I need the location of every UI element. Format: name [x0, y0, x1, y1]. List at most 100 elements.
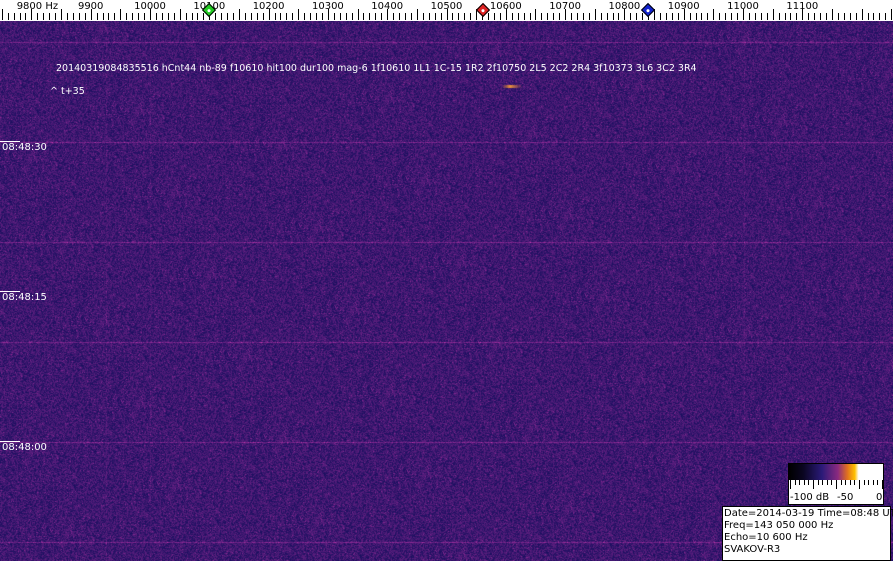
axis-tick: [85, 13, 86, 20]
axis-tick: [162, 13, 163, 20]
axis-tick: [292, 13, 293, 20]
axis-tick: [114, 13, 115, 20]
axis-tick: [832, 9, 833, 20]
axis-tick: [607, 13, 608, 20]
axis-tick: [340, 13, 341, 20]
axis-tick-label: 10400: [371, 1, 404, 12]
axis-tick: [755, 13, 756, 20]
color-scale-legend: -100 dB -50 0: [788, 463, 884, 505]
axis-tick: [363, 13, 364, 20]
time-marker-line: [0, 291, 20, 292]
axis-tick: [168, 13, 169, 20]
scale-tick: [822, 480, 824, 485]
axis-tick: [156, 13, 157, 20]
scale-tick: [794, 480, 796, 485]
scale-tick: [859, 480, 860, 489]
axis-tick: [743, 9, 744, 20]
axis-tick: [55, 13, 56, 20]
scale-tick: [845, 480, 847, 485]
axis-tick: [263, 13, 264, 20]
axis-tick: [838, 13, 839, 20]
axis-tick: [547, 13, 548, 20]
axis-tick: [275, 13, 276, 20]
axis-tick: [624, 9, 625, 20]
axis-tick: [334, 13, 335, 20]
axis-tick: [435, 13, 436, 20]
scale-label-min: -100 dB: [790, 492, 830, 503]
axis-tick: [103, 13, 104, 20]
axis-tick: [785, 13, 786, 20]
axis-tick: [666, 13, 667, 20]
axis-tick: [767, 13, 768, 20]
date-time-text: Date=2014-03-19 Time=08:48 UTC: [724, 508, 893, 519]
axis-tick: [37, 13, 38, 20]
axis-tick: [144, 13, 145, 20]
axis-tick: [773, 9, 774, 20]
axis-tick: [737, 13, 738, 20]
axis-tick-label: 11000: [727, 1, 759, 12]
axis-tick: [844, 13, 845, 20]
scale-tick: [826, 480, 828, 485]
axis-tick: [464, 13, 465, 20]
scale-tick: [872, 480, 874, 485]
axis-tick: [458, 13, 459, 20]
axis-tick: [31, 9, 32, 20]
axis-tick: [630, 13, 631, 20]
axis-tick: [192, 13, 193, 20]
axis-tick: [731, 13, 732, 20]
scale-tick: [840, 480, 842, 485]
axis-tick: [227, 13, 228, 20]
axis-tick: [826, 13, 827, 20]
axis-tick: [215, 13, 216, 20]
axis-tick-label: 10900: [667, 1, 700, 12]
time-label: 08:48:15: [2, 292, 47, 303]
axis-tick-label: 10500: [430, 1, 463, 12]
time-label: 08:48:30: [2, 142, 47, 153]
axis-tick: [535, 9, 536, 20]
axis-tick: [286, 13, 287, 20]
axis-tick: [690, 13, 691, 20]
scale-tick: [863, 480, 865, 485]
axis-tick: [553, 13, 554, 20]
time-offset-text: ^ t+35: [50, 86, 85, 97]
axis-tick: [613, 13, 614, 20]
axis-tick: [174, 13, 175, 20]
axis-tick: [512, 13, 513, 20]
axis-tick-label: 10600: [489, 1, 522, 12]
axis-tick: [381, 13, 382, 20]
axis-tick: [488, 13, 489, 20]
axis-tick: [470, 13, 471, 20]
axis-tick: [25, 13, 26, 20]
axis-tick: [352, 13, 353, 20]
axis-tick: [328, 9, 329, 20]
scale-tick: [817, 480, 819, 485]
axis-tick: [678, 13, 679, 20]
axis-tick: [8, 13, 9, 20]
scale-tick: [877, 480, 879, 485]
axis-tick: [239, 9, 240, 20]
axis-tick: [61, 9, 62, 20]
axis-tick: [696, 13, 697, 20]
axis-tick: [820, 13, 821, 20]
axis-tick: [2, 9, 3, 20]
axis-tick: [393, 13, 394, 20]
scale-tick: [868, 480, 870, 485]
axis-tick: [790, 13, 791, 20]
axis-tick: [583, 13, 584, 20]
axis-tick: [524, 13, 525, 20]
axis-tick: [618, 13, 619, 20]
scale-label-max: 0: [876, 492, 883, 503]
axis-tick: [257, 13, 258, 20]
axis-tick: [14, 13, 15, 20]
time-marker-line: [0, 141, 20, 142]
axis-tick: [601, 13, 602, 20]
axis-tick: [49, 13, 50, 20]
station-name: SVAKOV-R3: [724, 544, 781, 555]
axis-tick: [233, 13, 234, 20]
axis-tick: [660, 13, 661, 20]
axis-tick: [761, 13, 762, 20]
scale-tick: [799, 480, 801, 485]
axis-tick: [441, 13, 442, 20]
axis-tick: [73, 13, 74, 20]
